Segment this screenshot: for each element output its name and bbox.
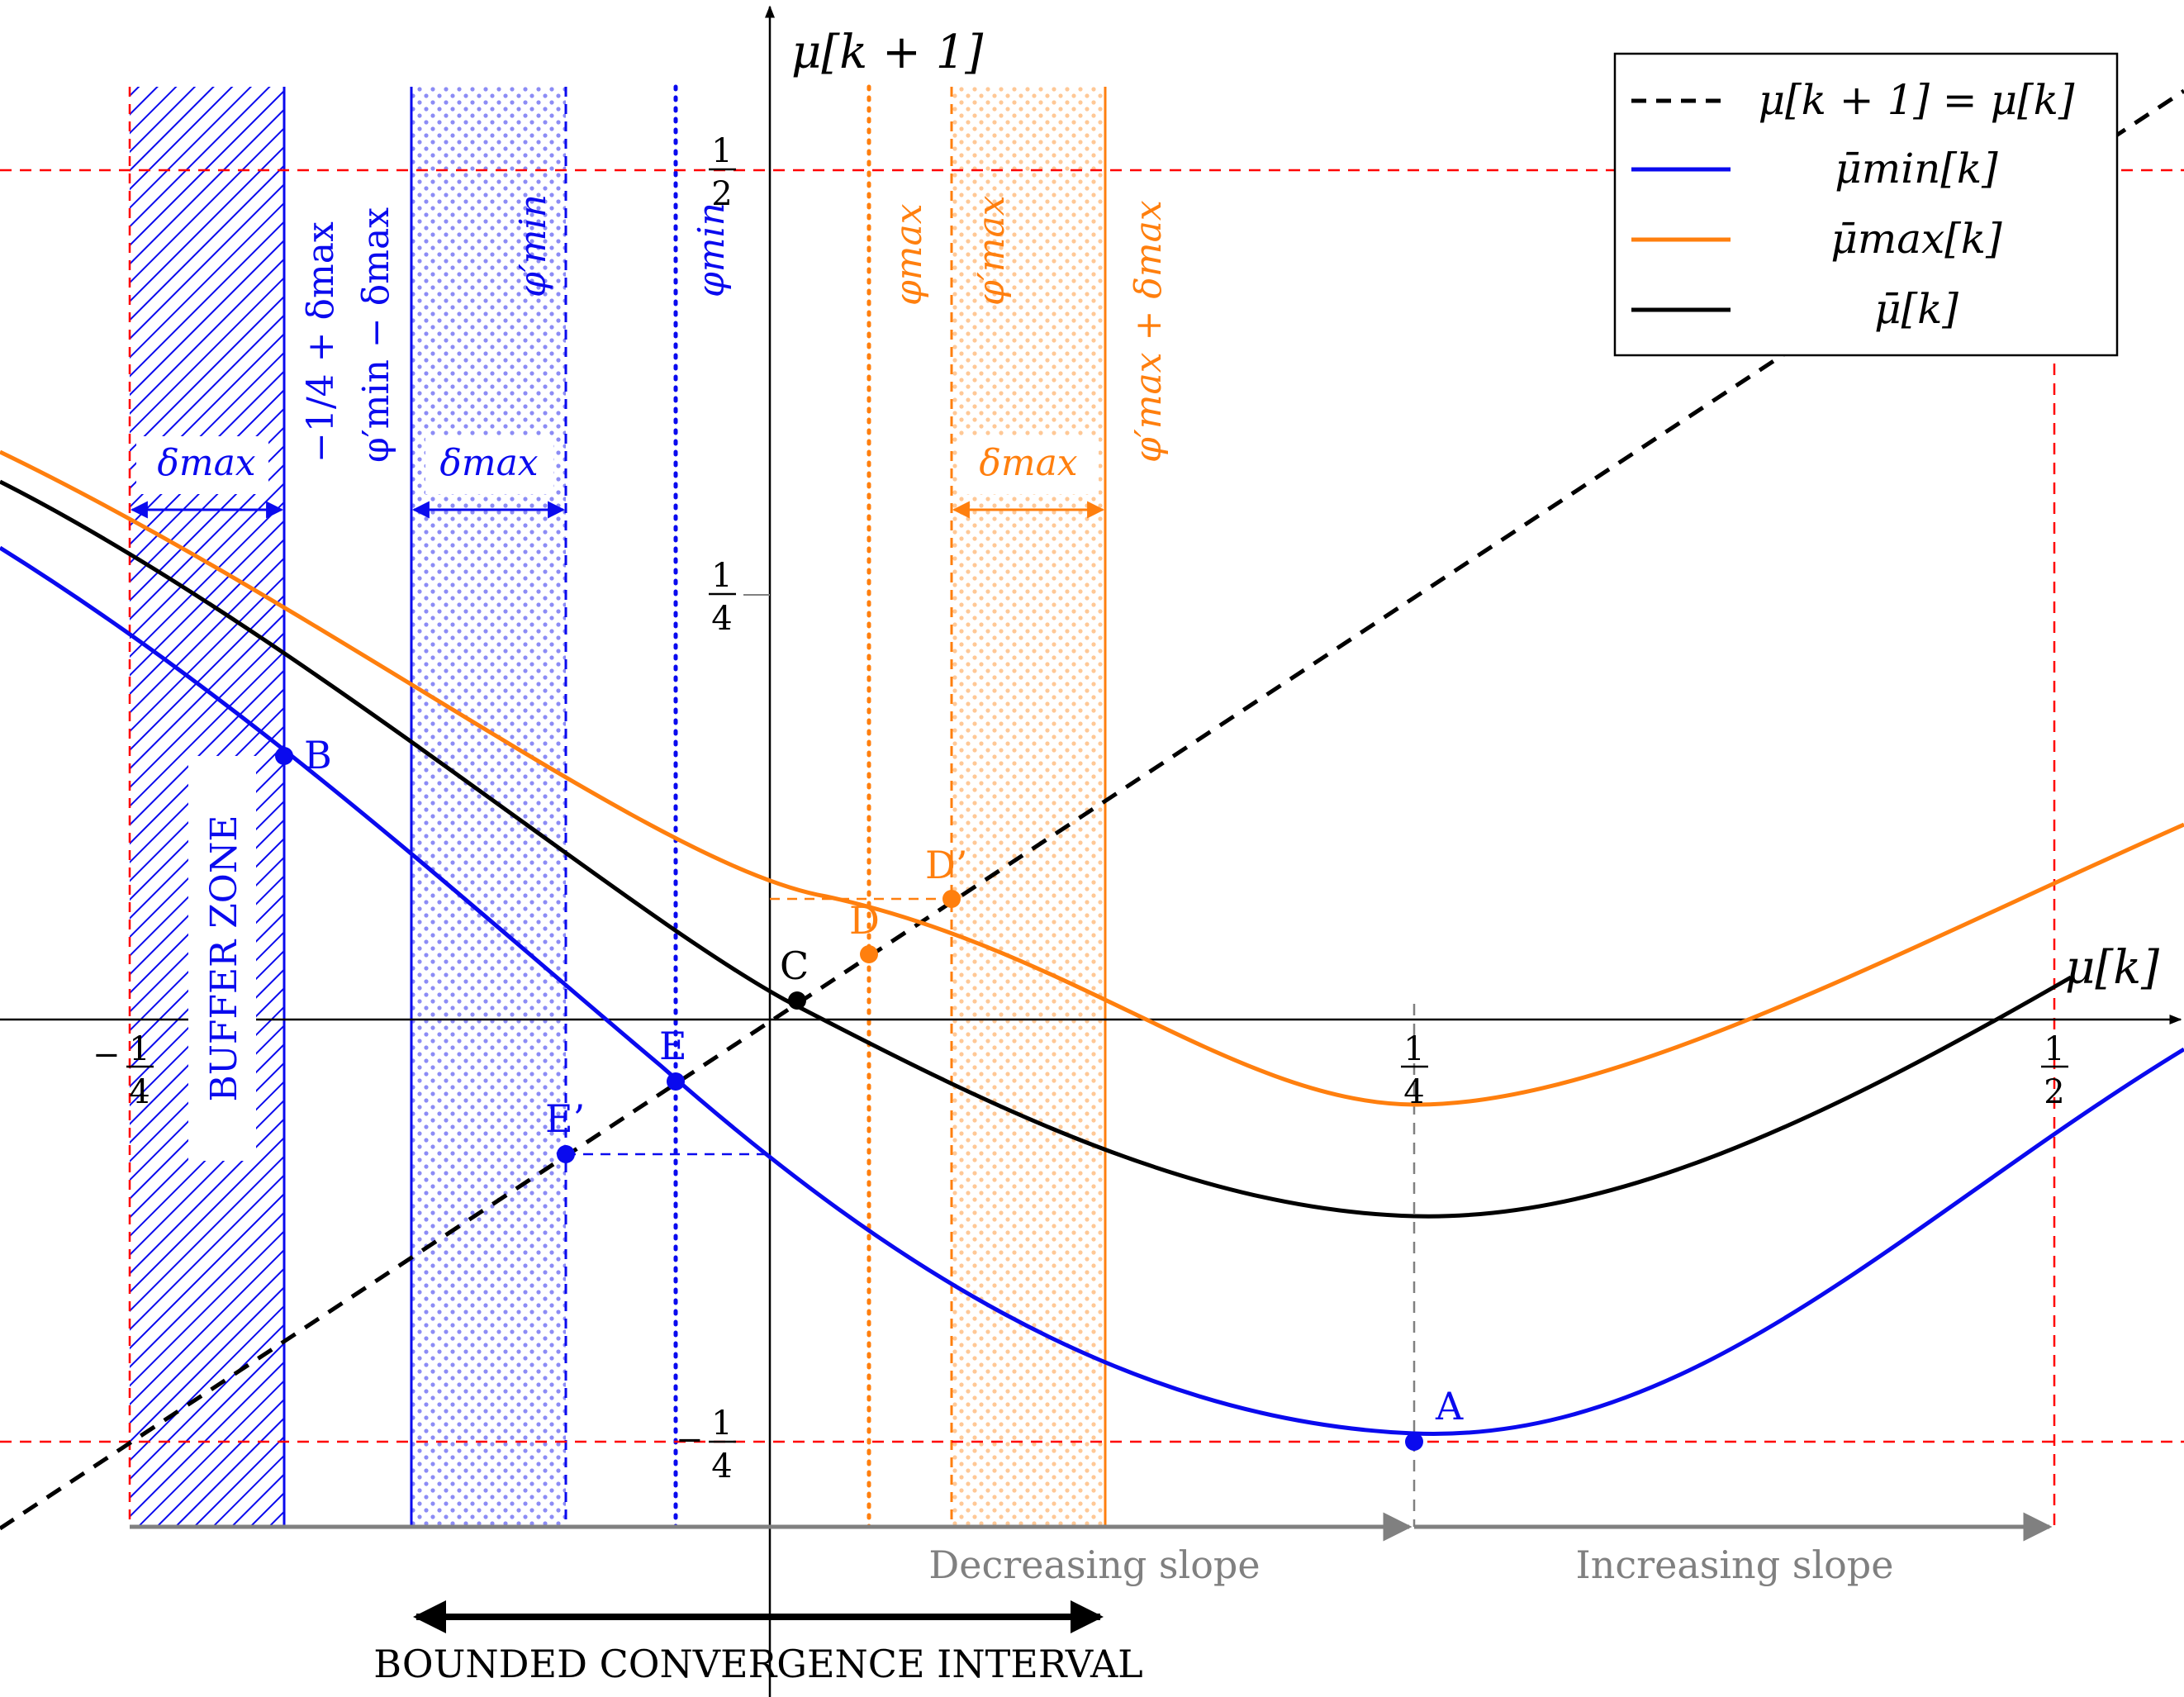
x-tick-neg-quarter: − 1 4 bbox=[93, 1030, 154, 1111]
increasing-slope-label: Increasing slope bbox=[1576, 1543, 1894, 1587]
delta-max-buffer: δmax bbox=[130, 436, 284, 519]
legend-entry-mu-max: μ̄max[k] bbox=[1631, 215, 2002, 263]
svg-text:4: 4 bbox=[711, 1447, 732, 1485]
phi-max-prime-label: φ′max bbox=[971, 195, 1013, 306]
svg-text:E’: E’ bbox=[545, 1096, 585, 1141]
svg-text:μ̄min[k]: μ̄min[k] bbox=[1835, 145, 1998, 193]
svg-text:δmax: δmax bbox=[157, 442, 255, 484]
point-D: D bbox=[849, 898, 880, 963]
x-tick-quarter: 1 4 bbox=[1401, 1030, 1428, 1111]
svg-text:1: 1 bbox=[129, 1030, 150, 1068]
svg-text:1: 1 bbox=[2044, 1030, 2064, 1068]
legend-entry-mu-mean: μ̄[k] bbox=[1631, 285, 1958, 333]
delta-max-phi-max: δmax bbox=[952, 436, 1105, 519]
point-E: E bbox=[659, 1024, 687, 1091]
point-D-prime: D’ bbox=[925, 843, 968, 908]
svg-text:E: E bbox=[659, 1024, 687, 1068]
svg-text:B: B bbox=[304, 733, 332, 777]
phi-min-label: φmin bbox=[691, 202, 733, 297]
svg-text:−: − bbox=[676, 1421, 704, 1459]
legend-entry-identity: μ[k + 1] = μ[k] bbox=[1631, 76, 2075, 124]
point-B: B bbox=[275, 733, 332, 777]
bounded-interval-label: BOUNDED CONVERGENCE INTERVAL bbox=[373, 1642, 1142, 1686]
y-tick-quarter: 1 4 bbox=[709, 557, 770, 638]
phi-min-prime-minus-delta-label: φ′min − δmax bbox=[355, 207, 397, 463]
svg-text:1: 1 bbox=[1403, 1030, 1424, 1068]
mu-mean-curve bbox=[0, 479, 2072, 1219]
svg-text:μ̄max[k]: μ̄max[k] bbox=[1830, 215, 2002, 263]
svg-text:1: 1 bbox=[711, 557, 732, 595]
svg-text:−: − bbox=[93, 1036, 121, 1074]
svg-text:A: A bbox=[1435, 1384, 1464, 1428]
point-A: A bbox=[1405, 1384, 1464, 1451]
neg-quarter-plus-delta-label: −1/4 + δmax bbox=[300, 221, 342, 463]
svg-text:C: C bbox=[780, 944, 809, 988]
buffer-zone-label: BUFFER ZONE bbox=[203, 815, 245, 1102]
phi-max-label: φmax bbox=[888, 203, 930, 306]
svg-text:D: D bbox=[849, 898, 880, 943]
decreasing-slope-label: Decreasing slope bbox=[928, 1543, 1260, 1587]
svg-text:δmax: δmax bbox=[439, 442, 538, 484]
x-axis-label: μ[k] bbox=[2065, 941, 2159, 995]
svg-text:μ̄[k]: μ̄[k] bbox=[1874, 285, 1958, 333]
svg-text:D’: D’ bbox=[925, 843, 968, 887]
mu-max-curve bbox=[0, 449, 2184, 1107]
phi-min-prime-band bbox=[411, 87, 566, 1527]
svg-text:4: 4 bbox=[129, 1073, 150, 1111]
svg-text:2: 2 bbox=[711, 175, 732, 213]
phi-max-prime-plus-delta-label: φ′max + δmax bbox=[1128, 200, 1170, 463]
svg-text:2: 2 bbox=[2044, 1073, 2064, 1111]
svg-text:1: 1 bbox=[711, 132, 732, 170]
svg-text:4: 4 bbox=[1403, 1073, 1424, 1111]
svg-text:μ[k + 1] = μ[k]: μ[k + 1] = μ[k] bbox=[1759, 76, 2075, 124]
point-E-prime: E’ bbox=[545, 1096, 585, 1163]
phi-min-prime-label: φ′min bbox=[512, 194, 554, 297]
legend: μ[k + 1] = μ[k] μ̄min[k] μ̄max[k] μ̄[k] bbox=[1613, 52, 2119, 357]
svg-text:4: 4 bbox=[711, 600, 732, 638]
buffer-zone-label-box: BUFFER ZONE bbox=[188, 756, 256, 1161]
y-axis-label: μ[k + 1] bbox=[791, 26, 983, 79]
x-tick-half: 1 2 bbox=[2041, 1030, 2068, 1111]
phi-max-prime-band bbox=[952, 87, 1105, 1527]
delta-max-phi-min: δmax bbox=[411, 436, 566, 519]
legend-entry-mu-min: μ̄min[k] bbox=[1631, 145, 1998, 193]
svg-text:δmax: δmax bbox=[979, 442, 1077, 484]
y-tick-neg-quarter: − 1 4 bbox=[676, 1405, 736, 1485]
y-tick-half: 1 2 bbox=[709, 132, 736, 213]
mu-min-curve bbox=[0, 545, 2184, 1436]
svg-text:1: 1 bbox=[711, 1405, 732, 1443]
point-C: C bbox=[780, 944, 809, 1010]
